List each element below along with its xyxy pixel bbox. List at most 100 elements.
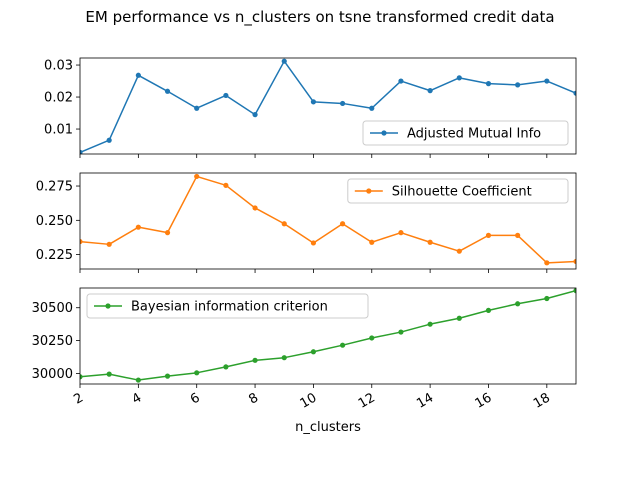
data-point xyxy=(164,88,171,94)
x-tick-label: 6 xyxy=(188,390,203,407)
series-3 xyxy=(80,288,576,383)
data-point xyxy=(223,364,229,370)
data-point xyxy=(427,321,433,327)
data-point xyxy=(515,301,521,307)
panel-1: 0.01 0.02 0.03 Adjusted Mutual Info xyxy=(44,57,577,158)
x-tick-label: 16 xyxy=(473,390,495,411)
y-tick-label: 0.03 xyxy=(44,59,73,74)
data-point xyxy=(281,221,287,227)
data-point xyxy=(456,248,462,254)
series-line xyxy=(80,289,576,381)
data-point xyxy=(281,58,287,64)
data-point xyxy=(106,137,112,143)
data-point xyxy=(223,182,229,188)
series-line xyxy=(80,60,576,154)
axes-frame xyxy=(79,287,577,385)
chart-title: EM performance vs n_clusters on tsne tra… xyxy=(85,8,554,27)
data-point xyxy=(310,349,317,355)
data-point xyxy=(369,239,375,245)
data-point xyxy=(252,357,258,363)
data-point xyxy=(573,90,576,96)
legend-label: Bayesian information criterion xyxy=(131,300,328,315)
data-point xyxy=(310,240,317,246)
legend: Adjusted Mutual Info xyxy=(362,120,569,146)
legend-label: Silhouette Coefficient xyxy=(392,185,532,200)
data-point xyxy=(456,315,462,321)
series-2 xyxy=(80,173,576,266)
data-point xyxy=(485,81,492,87)
legend-box xyxy=(362,120,569,146)
data-point xyxy=(339,100,346,107)
data-point xyxy=(135,72,141,78)
data-point xyxy=(281,355,287,361)
legend-swatch-marker xyxy=(366,188,372,194)
data-point xyxy=(369,105,375,111)
data-point xyxy=(369,335,375,341)
data-point xyxy=(515,82,521,88)
data-point xyxy=(573,258,576,265)
series-line xyxy=(80,175,576,264)
data-point xyxy=(80,374,83,380)
series-1 xyxy=(80,58,576,154)
data-point xyxy=(135,377,141,383)
data-point xyxy=(456,75,462,81)
data-point xyxy=(398,78,404,84)
data-point xyxy=(398,329,404,335)
data-point xyxy=(194,370,200,376)
data-point xyxy=(427,239,433,245)
y-tick-label: 30000 xyxy=(32,367,73,382)
data-point xyxy=(106,371,112,377)
panel-2: 0.225 0.250 0.275 Silhouette Coefficient xyxy=(36,172,577,273)
data-point xyxy=(164,373,171,379)
data-point xyxy=(106,241,112,247)
data-point xyxy=(427,88,433,94)
data-point xyxy=(194,173,200,180)
axes-frame xyxy=(79,57,577,155)
y-tick-label: 0.250 xyxy=(36,214,73,229)
x-tick-label: 14 xyxy=(414,390,436,411)
legend-box xyxy=(347,178,569,204)
y-tick-label: 0.225 xyxy=(36,248,73,263)
legend: Bayesian information criterion xyxy=(86,293,369,319)
data-point xyxy=(252,112,258,118)
axes-frame xyxy=(79,172,577,270)
x-tick-label: 12 xyxy=(356,390,378,411)
data-point xyxy=(80,149,83,154)
y-tick-label: 0.01 xyxy=(44,123,73,138)
data-point xyxy=(573,288,576,294)
legend-swatch-marker xyxy=(381,130,387,136)
y-tick-label: 30250 xyxy=(32,334,73,349)
data-point xyxy=(194,105,200,111)
data-point xyxy=(485,232,492,238)
y-tick-label: 0.275 xyxy=(36,180,73,195)
legend-swatch-marker xyxy=(105,303,111,309)
data-point xyxy=(252,205,258,211)
legend-box xyxy=(86,293,369,319)
panel-3: 30000 30250 30500 2 4 6 8 10 12 14 16 18 Bayesian in… xyxy=(32,287,577,412)
x-tick-label: 4 xyxy=(130,390,145,407)
data-point xyxy=(339,221,346,227)
legend: Silhouette Coefficient xyxy=(347,178,569,204)
data-point xyxy=(223,92,229,99)
data-point xyxy=(339,342,346,348)
data-point xyxy=(398,230,404,236)
data-point xyxy=(515,232,521,238)
data-point xyxy=(485,307,492,313)
x-axis-label: n_clusters xyxy=(295,420,361,435)
x-tick-label: 8 xyxy=(246,390,261,407)
data-point xyxy=(544,78,550,84)
data-point xyxy=(544,260,550,266)
data-point xyxy=(310,99,317,105)
x-tick-label: 10 xyxy=(298,390,320,411)
data-point xyxy=(164,230,171,236)
x-tick-label: 2 xyxy=(71,390,86,407)
data-point xyxy=(135,224,141,230)
data-point xyxy=(80,238,83,245)
legend-label: Adjusted Mutual Info xyxy=(407,127,541,142)
y-tick-label: 30500 xyxy=(32,301,73,316)
data-point xyxy=(544,295,550,302)
x-tick-label: 18 xyxy=(531,390,553,411)
y-tick-label: 0.02 xyxy=(44,91,73,106)
